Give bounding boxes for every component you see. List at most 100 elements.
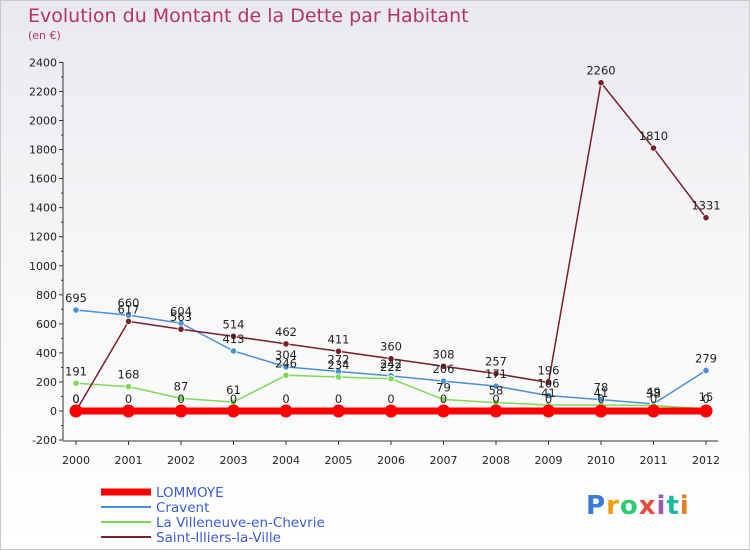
x-tick-label: 2008 [482,454,510,467]
data-label-2: 61 [226,383,241,397]
data-label-0: 0 [230,392,237,406]
data-label-1: 413 [223,332,245,346]
logo-letter: i [656,491,667,521]
data-label-2: 168 [118,368,140,382]
data-label-1: 272 [328,352,350,366]
data-label-1: 106 [538,377,560,391]
legend-label-1: Cravent [156,500,209,516]
x-tick-label: 2003 [220,454,248,467]
y-tick-label: 2000 [29,115,57,128]
y-tick-label: 200 [36,376,57,389]
data-label-1: 304 [275,348,297,362]
data-label-3: 563 [170,310,192,324]
series-point-0 [174,404,188,418]
data-label-0: 0 [387,392,394,406]
proxiti-logo: Proxiti [586,491,690,521]
series-point-0 [542,404,555,418]
y-tick-label: 1800 [29,144,57,157]
series-point-3 [229,332,238,340]
data-label-3: 411 [328,332,350,346]
series-point-3 [334,347,343,355]
chart-title: Evolution du Montant de la Dette par Hab… [28,5,469,27]
data-label-1: 279 [695,351,717,365]
chart-subtitle: (en €) [28,29,61,42]
series-point-3 [439,362,448,370]
data-label-0: 0 [282,392,289,406]
series-point-1 [282,363,290,371]
data-label-3: 617 [118,302,140,316]
y-tick-label: 1400 [29,202,57,215]
data-label-3: 308 [433,347,455,361]
series-point-0 [489,404,503,418]
data-label-1: 242 [380,357,402,371]
series-point-3 [649,144,658,152]
series-point-3 [544,378,553,387]
x-tick-label: 2004 [272,454,300,467]
series-point-3 [492,370,500,378]
x-tick-label: 2009 [535,454,563,467]
data-label-1: 206 [433,362,455,376]
y-tick-label: 1600 [29,173,57,186]
data-label-1: 78 [594,381,609,395]
series-point-0 [122,404,135,418]
y-tick-label: 600 [36,318,57,331]
data-label-1: 695 [65,291,87,305]
data-label-0: 0 [650,392,657,406]
data-label-2: 15 [699,390,714,404]
data-label-2: 234 [328,358,350,372]
data-label-2: 191 [65,364,87,378]
data-label-2: 41 [594,386,609,400]
x-tick-label: 2000 [62,454,90,467]
series-point-0 [332,404,345,418]
data-label-0: 0 [440,392,447,406]
series-point-1 [702,366,710,375]
x-tick-label: 2006 [377,454,405,467]
logo-letter: i [679,491,690,521]
series-point-0 [384,404,398,418]
series-point-0 [437,404,450,418]
x-tick-label: 2010 [587,454,615,467]
y-tick-label: 400 [36,347,57,360]
data-label-3: 1810 [639,129,668,143]
series-point-0 [699,404,713,418]
data-label-2: 222 [380,360,402,374]
x-tick-label: 2002 [167,454,195,467]
logo-letter: P [586,491,607,521]
y-tick-label: 2200 [29,85,57,98]
data-label-0: 0 [72,392,79,406]
x-tick-label: 2001 [115,454,143,467]
series-point-1 [72,306,80,314]
series-point-1 [544,392,553,400]
data-label-2: 87 [174,379,189,393]
series-point-3 [282,340,290,348]
series-point-2 [387,375,395,383]
series-point-0 [69,404,83,418]
data-label-0: 0 [125,392,132,406]
y-tick-label: 800 [36,289,57,302]
series-point-0 [647,404,660,418]
data-label-3: 514 [223,317,245,331]
series-point-2 [334,373,343,381]
y-tick-label: 2400 [29,56,57,69]
logo-letter: t [666,491,680,521]
logo-letter: r [606,491,620,521]
data-label-2: 246 [275,356,297,370]
data-label-3: 2260 [586,64,615,78]
series-point-1 [492,382,500,390]
x-tick-label: 2012 [692,454,720,467]
legend-label-3: Saint-Illiers-la-Ville [156,530,281,546]
series-point-1 [439,377,448,385]
series-point-2 [177,394,185,402]
series-point-2 [439,395,448,404]
data-label-0: 0 [492,392,499,406]
y-tick-label: 1000 [29,260,57,273]
series-point-3 [387,355,395,363]
data-label-1: 604 [170,304,192,318]
series-point-0 [227,404,240,418]
data-label-3: 257 [485,355,507,369]
legend-label-0: LOMMOYE [156,485,224,501]
data-label-0: 0 [597,392,604,406]
data-label-0: 0 [702,392,709,406]
y-tick-label: 0 [50,405,57,418]
